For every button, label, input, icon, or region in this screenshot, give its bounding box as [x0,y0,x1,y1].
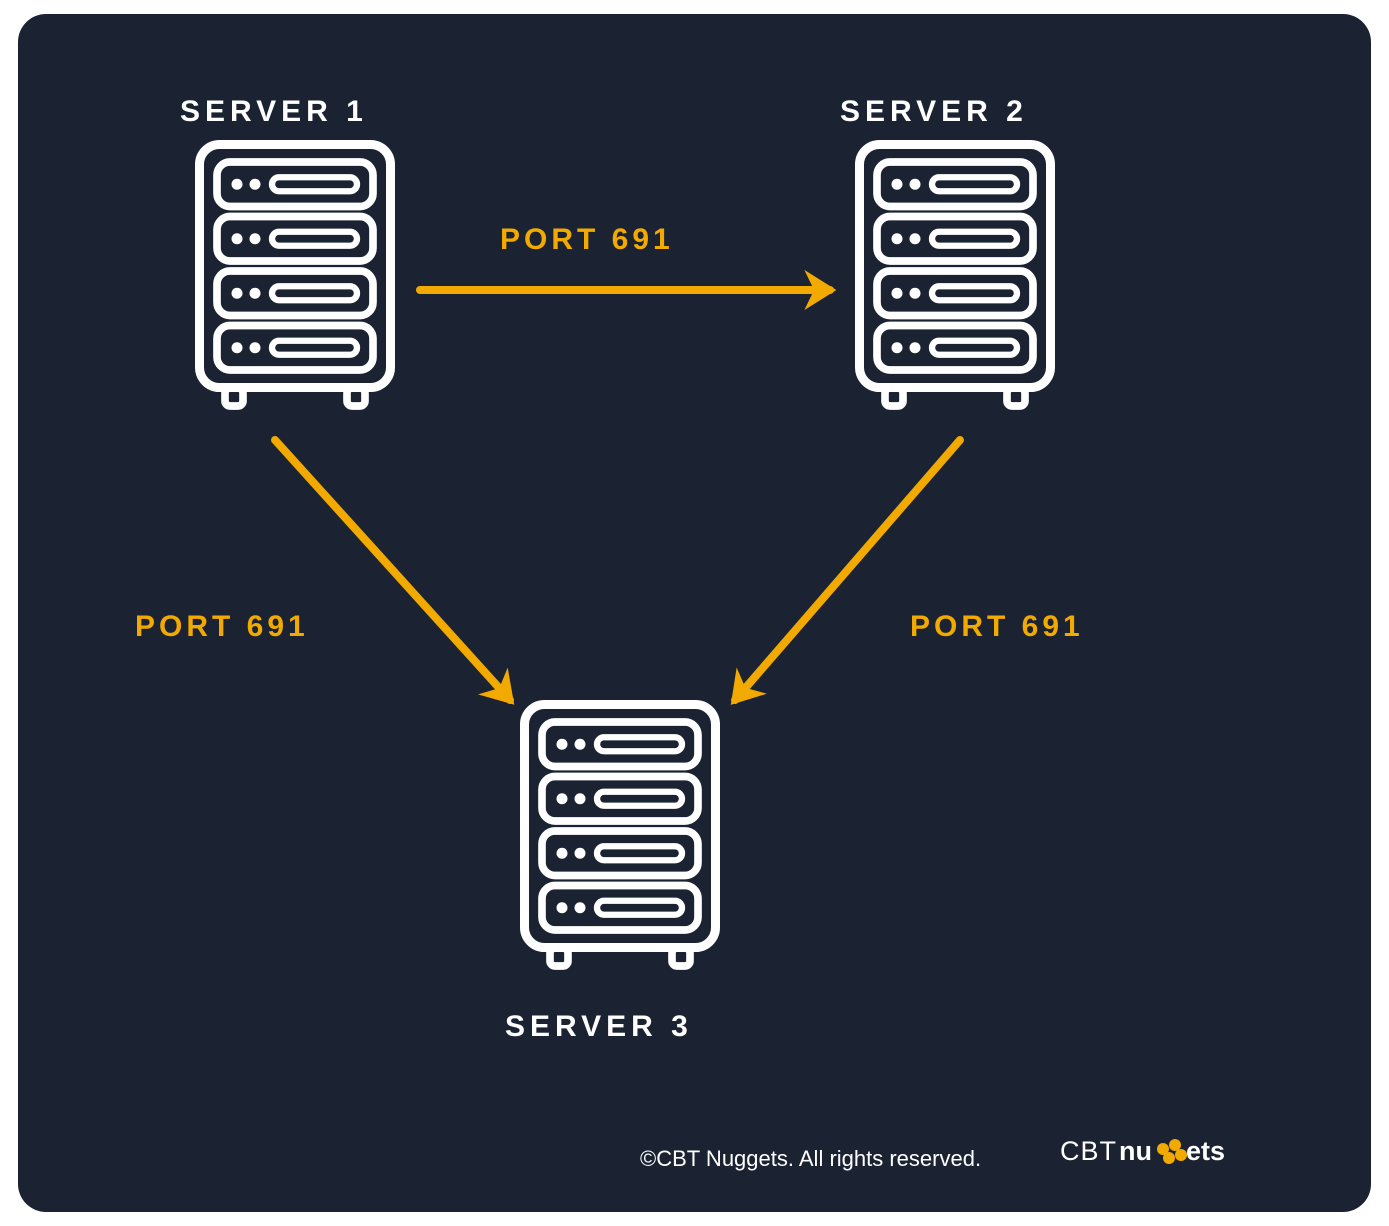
copyright-text: ©CBT Nuggets. All rights reserved. [640,1146,981,1172]
server3-label: SERVER 3 [505,1010,693,1044]
server1-label: SERVER 1 [180,95,368,129]
edge-label-2-3: PORT 691 [910,610,1084,644]
brand-logo: CBT nu ets [1060,1136,1225,1167]
edge-label-1-2: PORT 691 [500,223,674,257]
logo-dots-icon [1154,1139,1184,1165]
edge-label-1-3: PORT 691 [135,610,309,644]
diagram-canvas: SERVER 1 SERVER 2 SERVER 3 PORT 691 PORT… [0,0,1389,1226]
logo-cbt: CBT [1060,1136,1117,1167]
server2-label: SERVER 2 [840,95,1028,129]
logo-nu: nu [1119,1136,1152,1167]
logo-ets: ets [1186,1136,1225,1167]
